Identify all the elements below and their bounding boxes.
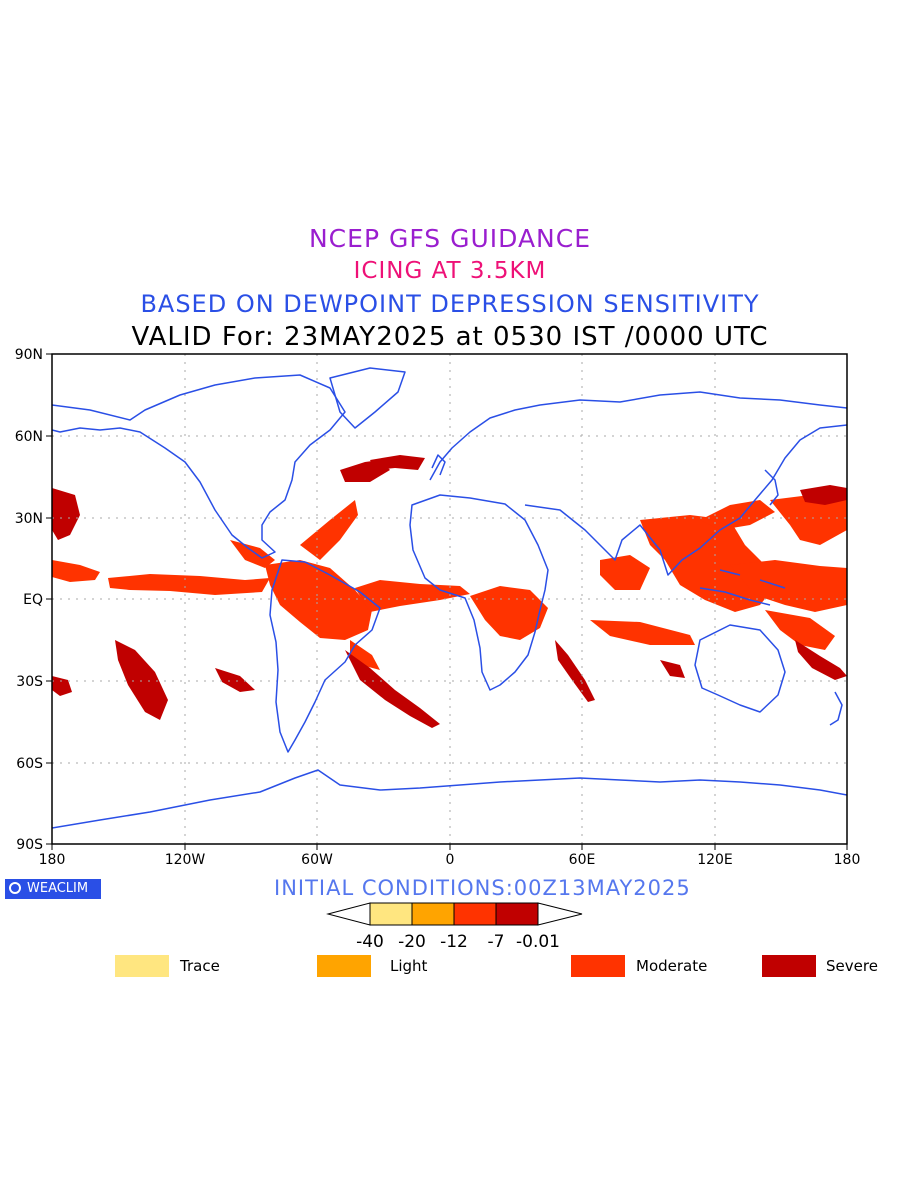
coast-eurasia [429, 391, 847, 481]
icing-area-central-america [230, 540, 275, 568]
lon-label-0: 0 [446, 852, 455, 868]
coast-south-america [269, 559, 381, 753]
coast-australia [694, 624, 786, 713]
icing-areas [52, 455, 847, 728]
colorbar-tick-3: -12 [440, 932, 468, 952]
lat-label-90n: 90N [15, 347, 43, 363]
icing-area-amazon [265, 560, 372, 640]
colorbar: -40 -20 -12 -7 -0.01 [326, 902, 583, 952]
icing-area-south-pacific-band [215, 668, 255, 692]
icing-area-central-africa [470, 586, 548, 640]
icing-area-south-atlantic-band [345, 650, 440, 728]
weaclim-logo-text: WEACLIM [27, 881, 89, 896]
icing-area-tropical-atlantic [355, 580, 470, 612]
legend-label-moderate: Moderate [636, 957, 708, 975]
coast-asia-south [524, 424, 847, 576]
icing-area-southeast-asia [640, 515, 780, 612]
lat-labels: 90N 60N 30N EQ 30S 60S 90S [15, 347, 43, 853]
legend-swatch-severe [762, 955, 816, 977]
graticule [52, 354, 847, 844]
legend-label-trace: Trace [180, 957, 220, 975]
coast-indonesia [699, 569, 786, 606]
colorbar-swatch-severe [495, 902, 539, 926]
icing-area-north-pacific-east [52, 488, 80, 540]
coast-antarctica [52, 769, 847, 829]
icing-area-tropical-pacific-west [52, 560, 100, 582]
icing-area-indian-ocean-west [600, 555, 650, 590]
icing-area-japan-pacific [770, 492, 847, 545]
coastlines [52, 367, 847, 829]
colorbar-tick-4: -7 [488, 932, 505, 952]
title-method: BASED ON DEWPOINT DEPRESSION SENSITIVITY [140, 290, 760, 318]
icing-area-mozambique [555, 640, 595, 702]
lon-label-180w: 180 [39, 852, 66, 868]
title-main: NCEP GFS GUIDANCE [308, 224, 591, 253]
colorbar-swatch-moderate [453, 902, 497, 926]
axis-ticks [46, 353, 848, 850]
colorbar-tick-1: -40 [356, 932, 384, 952]
coast-japan [764, 469, 779, 506]
legend-swatch-trace [115, 955, 169, 977]
coast-uk [431, 454, 446, 476]
weaclim-logo: WEACLIM [5, 879, 101, 899]
lon-label-60e: 60E [569, 852, 596, 868]
icing-area-indian-ocean-south [590, 620, 695, 645]
legend-swatch-light [317, 955, 371, 977]
lat-label-60n: 60N [15, 429, 43, 445]
icing-area-west-pacific [730, 560, 847, 612]
title-valid-time: VALID For: 23MAY2025 at 0530 IST /0000 U… [131, 322, 769, 352]
icing-area-north-atlantic-band [370, 455, 425, 470]
legend-label-severe: Severe [826, 957, 878, 975]
lat-label-30n: 30N [15, 511, 43, 527]
colorbar-tick-5: -0.01 [516, 932, 560, 952]
icing-area-south-america-east [350, 640, 380, 670]
icing-map: 90N 60N 30N EQ 30S 60S 90S 180 120W 60W … [15, 347, 861, 868]
colorbar-left-arrow [326, 902, 371, 926]
lon-label-180e: 180 [834, 852, 861, 868]
lat-label-eq: EQ [23, 592, 43, 608]
coast-new-zealand [829, 691, 843, 726]
icing-area-north-pacific-west [800, 485, 847, 505]
legend-swatch-moderate [571, 955, 625, 977]
icing-area-atlantic-subtropical [300, 500, 358, 560]
icing-area-south-pacific-west [52, 676, 72, 696]
colorbar-swatch-trace [369, 902, 413, 926]
colorbar-right-arrow [537, 902, 583, 926]
copyright-circle-icon [9, 882, 21, 894]
lat-label-30s: 30S [16, 674, 43, 690]
lon-label-60w: 60W [301, 852, 333, 868]
lat-label-90s: 90S [16, 837, 43, 853]
icing-area-east-asia [700, 500, 775, 530]
lon-labels: 180 120W 60W 0 60E 120E 180 [39, 852, 861, 868]
lon-label-120w: 120W [165, 852, 206, 868]
coast-africa [409, 494, 549, 691]
icing-area-coral-sea [765, 610, 835, 650]
lon-label-120e: 120E [697, 852, 733, 868]
title-product: ICING AT 3.5KM [353, 258, 547, 284]
colorbar-tick-2: -20 [398, 932, 426, 952]
icing-area-south-pacific-east [115, 640, 168, 720]
icing-area-australia-northwest [660, 660, 685, 678]
icing-area-tropical-pacific-central [108, 574, 270, 595]
initial-conditions: INITIAL CONDITIONS:00Z13MAY2025 [274, 876, 691, 900]
coast-north-america [52, 374, 346, 559]
legend-label-light: Light [390, 957, 428, 975]
colorbar-swatch-light [411, 902, 455, 926]
lat-label-60s: 60S [16, 756, 43, 772]
coast-greenland [329, 367, 406, 429]
icing-area-southwest-pacific [795, 640, 847, 680]
